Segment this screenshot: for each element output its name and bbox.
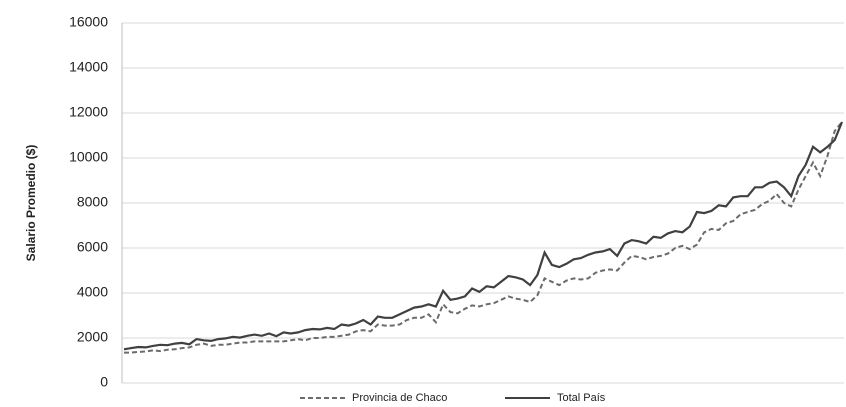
y-axis-label: Salario Promedio ($) <box>24 145 38 262</box>
y-tick-label: 8000 <box>77 194 108 210</box>
y-tick-label: 16000 <box>69 14 108 30</box>
y-tick-label: 0 <box>100 374 108 390</box>
y-tick-label: 12000 <box>69 104 108 120</box>
legend-label: Total País <box>557 392 606 404</box>
legend-label: Provincia de Chaco <box>352 392 447 404</box>
y-tick-label: 4000 <box>77 284 108 300</box>
y-tick-label: 10000 <box>69 149 108 165</box>
y-tick-label: 6000 <box>77 239 108 255</box>
series-line <box>124 121 843 354</box>
y-tick-label: 2000 <box>77 329 108 345</box>
series-line <box>123 121 844 351</box>
y-tick-label: 14000 <box>69 59 108 75</box>
